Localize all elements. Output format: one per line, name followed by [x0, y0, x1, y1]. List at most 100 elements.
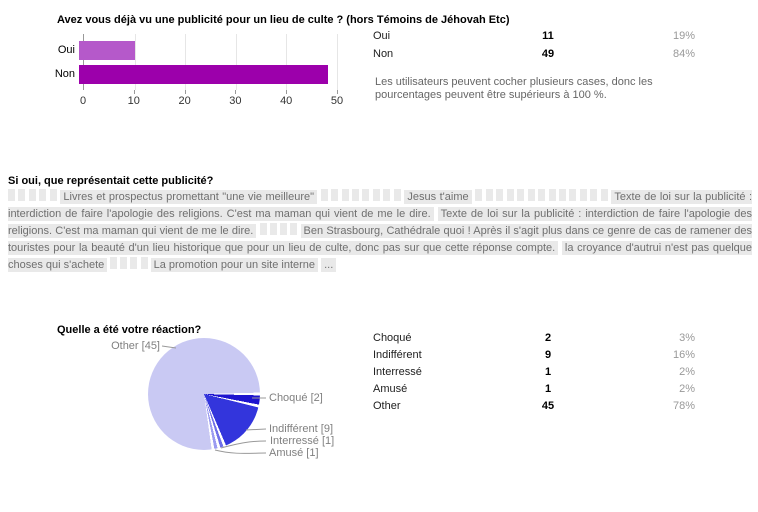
tick-label: 0 — [79, 95, 87, 107]
multiple-choice-note: Les utilisateurs peuvent cocher plusieur… — [375, 76, 653, 101]
empty-response — [485, 189, 493, 201]
answer-percent: 19% — [672, 30, 695, 42]
empty-response — [569, 189, 577, 201]
response-text: La promotion pour un site interne — [150, 258, 319, 272]
bar-chart-x-axis: 0 10 20 30 40 50 — [79, 90, 343, 107]
answer-count: 2 — [544, 331, 552, 344]
empty-response — [393, 189, 401, 201]
empty-response — [351, 189, 359, 201]
empty-response — [558, 189, 566, 201]
answer-label: Amusé — [373, 382, 408, 395]
tick-label: 30 — [229, 95, 242, 107]
empty-response — [280, 223, 288, 235]
pie-label-choque: Choqué [2] — [269, 392, 323, 404]
answer-percent: 78% — [672, 399, 695, 412]
response-text: Livres et prospectus promettant "une vie… — [60, 190, 318, 204]
empty-response — [579, 189, 587, 201]
pie-label-other: Other [45] — [111, 340, 160, 352]
tick-mark — [184, 90, 186, 94]
response-text: ... — [321, 258, 337, 272]
empty-response — [475, 189, 483, 201]
empty-response — [39, 189, 47, 201]
empty-response — [362, 189, 370, 201]
bar-row: Non — [44, 65, 338, 84]
table-row: Other 45 78% — [373, 397, 695, 414]
bar-row: Oui — [44, 41, 338, 60]
empty-response — [18, 189, 26, 201]
answer-count: 49 — [541, 48, 555, 60]
empty-response — [290, 223, 298, 235]
tick-label: 10 — [127, 95, 140, 107]
table-row: Indifférent 9 16% — [373, 346, 695, 363]
tick-label: 40 — [280, 95, 293, 107]
answer-label: Non — [373, 48, 394, 60]
tick-mark — [337, 90, 338, 94]
table-row: Amusé 1 2% — [373, 380, 695, 397]
empty-response — [590, 189, 598, 201]
empty-response — [8, 189, 15, 201]
table-row: Non 49 84% — [373, 45, 695, 63]
answer-count: 45 — [541, 399, 555, 412]
empty-response — [331, 189, 339, 201]
empty-response — [527, 189, 535, 201]
leader-line-amuse — [214, 449, 267, 454]
gridline — [337, 34, 338, 90]
answer-percent: 2% — [679, 365, 695, 378]
empty-response — [259, 223, 267, 235]
answer-label: Indifférent — [373, 348, 422, 361]
bar-chart-plot-area — [83, 34, 338, 90]
empty-response — [372, 189, 380, 201]
question3-title: Quelle a été votre réaction? — [57, 324, 202, 336]
empty-response — [538, 189, 546, 201]
bar-category-label: Oui — [57, 44, 75, 56]
pie-label-amuse: Amusé [1] — [269, 447, 319, 459]
empty-response — [517, 189, 525, 201]
empty-response — [49, 189, 57, 201]
tick-mark — [235, 90, 237, 94]
tick-label: 20 — [178, 95, 191, 107]
answer-count: 1 — [544, 365, 552, 378]
leader-line-indifferent — [245, 428, 267, 431]
answer-count: 1 — [544, 382, 552, 395]
response-text: Jesus t'aime — [404, 190, 472, 204]
gridline — [185, 34, 187, 90]
gridline — [235, 34, 237, 90]
empty-response — [320, 189, 328, 201]
bar-oui — [79, 41, 135, 60]
tick-mark — [133, 90, 135, 94]
answer-label: Oui — [373, 30, 391, 42]
answer-label: Other — [373, 399, 401, 412]
gridline — [286, 34, 288, 90]
answer-label: Choqué — [373, 331, 412, 344]
empty-response — [110, 257, 118, 269]
question3-stats-table: Choqué 2 3% Indifférent 9 16% Interressé 1 2% Amu… — [373, 329, 695, 414]
question1-stats-table: Oui 11 19% Non 49 84% — [373, 27, 695, 63]
answer-percent: 3% — [679, 331, 695, 344]
empty-response — [548, 189, 556, 201]
bar-chart: Oui Non 0 10 20 30 40 50 — [44, 34, 364, 107]
empty-response — [269, 223, 277, 235]
question1-title: Avez vous déjà vu une publicité pour un … — [57, 14, 510, 26]
pie-label-interresse: Interressé [1] — [270, 435, 335, 447]
pie-chart-section: Quelle a été votre réaction? Other [45] … — [0, 322, 758, 512]
empty-response — [506, 189, 514, 201]
pie-label-indifferent: Indifférent [9] — [269, 423, 334, 435]
bar-chart-rows: Oui Non — [44, 41, 338, 89]
bar-category-label: Non — [54, 68, 75, 80]
bar-track — [79, 41, 333, 60]
empty-response — [496, 189, 504, 201]
tick-label: 50 — [330, 95, 344, 107]
answer-percent: 2% — [679, 382, 695, 395]
empty-response — [120, 257, 128, 269]
answer-count: 11 — [542, 30, 554, 42]
bar-track — [79, 65, 333, 84]
table-row: Choqué 2 3% — [373, 329, 695, 346]
bar-non — [79, 65, 328, 84]
pie-chart — [148, 338, 260, 450]
answer-percent: 16% — [672, 348, 695, 361]
text-responses-list: Livres et prospectus promettant "une vie… — [8, 189, 753, 274]
answer-label: Interressé — [373, 365, 422, 378]
table-row: Interressé 1 2% — [373, 363, 695, 380]
answer-count: 9 — [544, 348, 552, 361]
